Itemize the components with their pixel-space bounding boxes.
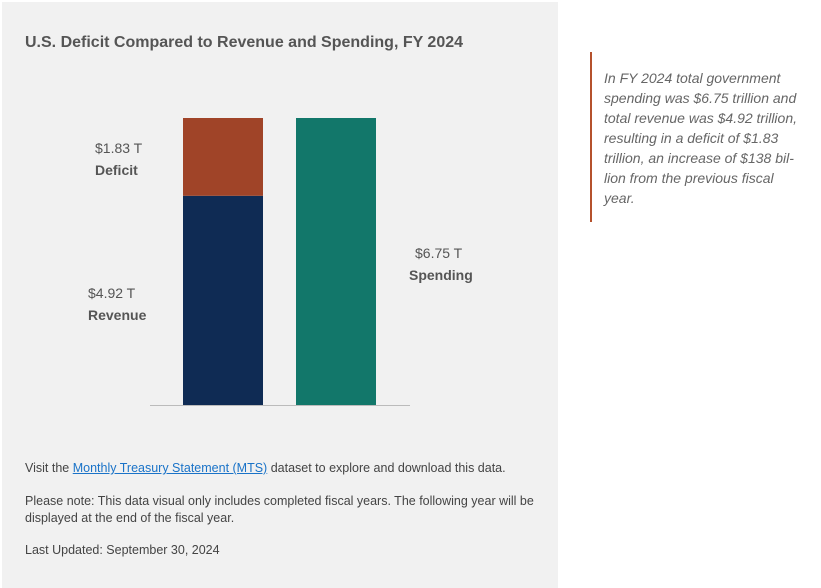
- chart-title: U.S. Deficit Compared to Revenue and Spe…: [25, 34, 464, 51]
- spending-label: $6.75 T Spending: [409, 242, 473, 286]
- revenue-name: Revenue: [88, 307, 147, 323]
- callout-quote: In FY 2024 total government spending was…: [590, 52, 804, 222]
- bar-chart: [150, 118, 410, 406]
- mts-link[interactable]: Monthly Treasury Statement (MTS): [72, 461, 268, 475]
- revenue-label: $4.92 T Revenue: [88, 282, 146, 326]
- visit-suffix: dataset to explore and download this dat…: [267, 461, 506, 475]
- spending-name: Spending: [409, 267, 473, 283]
- spending-value: $6.75 T: [415, 245, 463, 261]
- visit-prefix: Visit the: [25, 461, 73, 475]
- bar-deficit: [183, 118, 263, 196]
- revenue-value: $4.92 T: [88, 285, 136, 301]
- last-updated: Last Updated: September 30, 2024: [25, 543, 220, 557]
- chart-panel: [2, 2, 558, 588]
- visit-text: Visit the Monthly Treasury Statement (MT…: [25, 460, 535, 477]
- bar-spending: [296, 118, 376, 405]
- deficit-label: $1.83 T Deficit: [95, 137, 142, 181]
- bar-revenue: [183, 195, 263, 405]
- callout-text: In FY 2024 total government spending was…: [604, 70, 797, 206]
- deficit-name: Deficit: [95, 162, 138, 178]
- deficit-value: $1.83 T: [95, 140, 143, 156]
- note-text: Please note: This data visual only inclu…: [25, 494, 534, 525]
